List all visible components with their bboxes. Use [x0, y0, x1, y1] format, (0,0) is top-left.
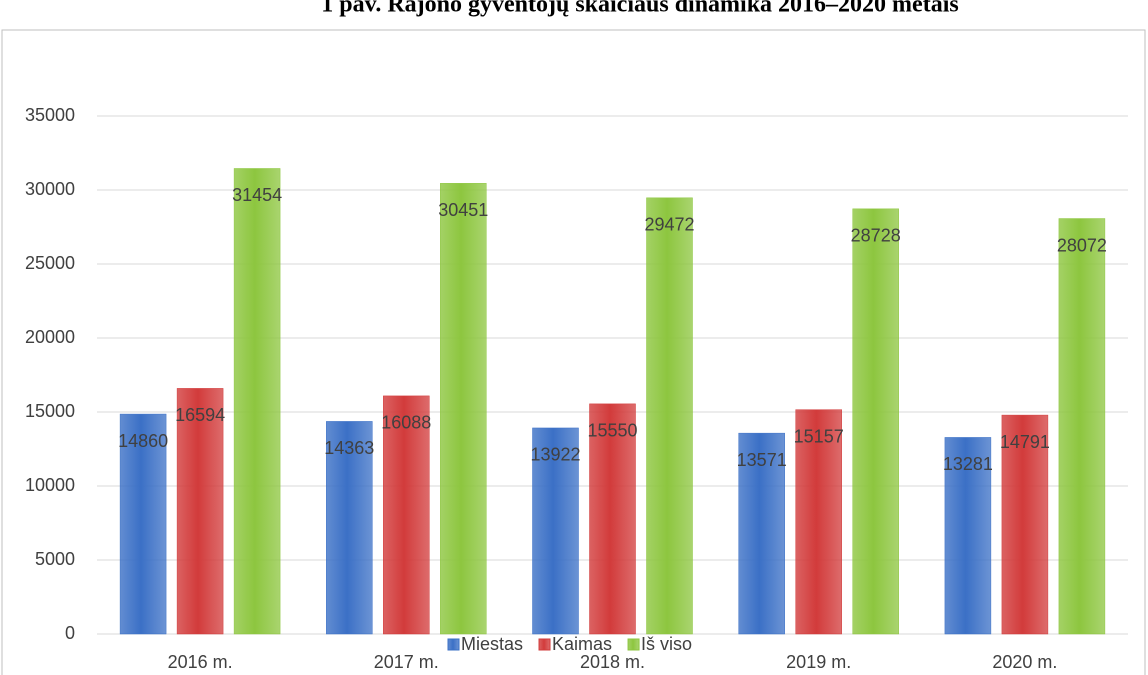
bar [1058, 218, 1106, 635]
x-tick-label: 2017 m. [374, 652, 439, 672]
chart-frame [1, 29, 1146, 675]
y-tick-label: 20000 [25, 327, 75, 347]
legend-label: Iš viso [641, 634, 692, 654]
data-label: 14860 [118, 431, 168, 451]
bar [326, 421, 373, 635]
y-tick-label: 15000 [25, 401, 75, 421]
bar [1001, 414, 1049, 635]
legend-label: Miestas [461, 634, 523, 654]
y-tick-label: 25000 [25, 253, 75, 273]
x-tick-label: 2019 m. [786, 652, 851, 672]
legend-label: Kaimas [552, 634, 612, 654]
bar [738, 432, 785, 635]
bar [852, 208, 899, 635]
data-label: 13571 [737, 450, 787, 470]
chart-title: 1 pav. Rajono gyventojų skaičiaus dinami… [321, 0, 958, 18]
y-tick-label: 30000 [25, 179, 75, 199]
data-label: 14791 [1000, 432, 1050, 452]
data-label: 15550 [587, 421, 637, 441]
data-label: 30451 [438, 200, 488, 220]
bar [944, 437, 992, 635]
bar [646, 197, 693, 635]
bar [233, 168, 281, 635]
data-label: 16594 [175, 405, 225, 425]
data-label: 28072 [1057, 235, 1107, 255]
bar [440, 183, 487, 635]
bar [119, 413, 167, 635]
data-label: 31454 [232, 185, 282, 205]
bar [176, 388, 224, 635]
legend-swatch [627, 638, 640, 651]
data-label: 29472 [644, 215, 694, 235]
data-label: 15157 [794, 426, 844, 446]
x-tick-label: 2016 m. [168, 652, 233, 672]
x-tick-label: 2020 m. [992, 652, 1057, 672]
bar [589, 403, 636, 635]
data-label: 13922 [530, 445, 580, 465]
y-tick-label: 0 [65, 623, 75, 643]
y-tick-label: 5000 [35, 549, 75, 569]
data-label: 13281 [943, 454, 993, 474]
y-tick-label: 35000 [25, 105, 75, 125]
legend-swatch [538, 638, 551, 651]
bar [795, 409, 842, 635]
data-label: 16088 [381, 413, 431, 433]
x-tick-label: 2018 m. [580, 652, 645, 672]
legend-swatch [447, 638, 460, 651]
y-tick-label: 10000 [25, 475, 75, 495]
data-label: 28728 [851, 226, 901, 246]
bar [532, 427, 579, 635]
data-label: 14363 [324, 438, 374, 458]
bar [383, 395, 430, 635]
